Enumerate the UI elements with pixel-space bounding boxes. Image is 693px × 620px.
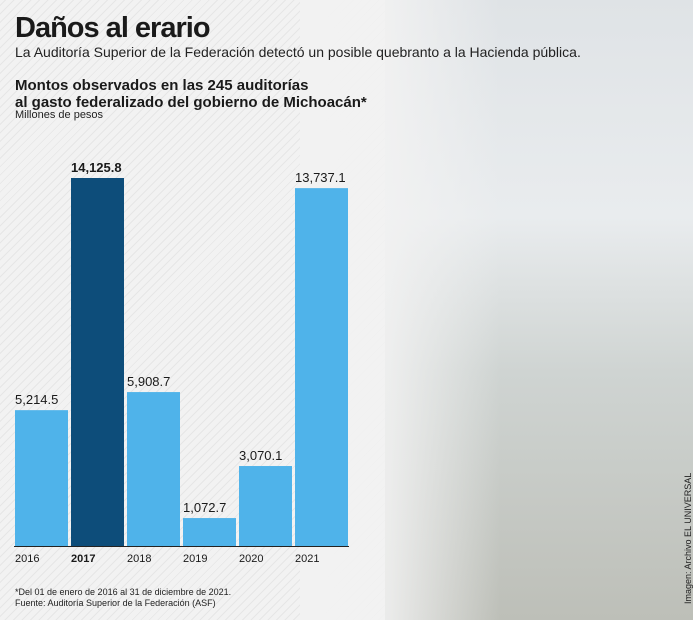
category-label-2020: 2020: [239, 553, 263, 565]
value-label-2020: 3,070.1: [239, 448, 282, 463]
footnote-note: *Del 01 de enero de 2016 al 31 de diciem…: [15, 587, 231, 598]
bar-2021: [295, 188, 348, 546]
value-label-2021: 13,737.1: [295, 170, 346, 185]
footnote: *Del 01 de enero de 2016 al 31 de diciem…: [15, 587, 231, 609]
page-title: Daños al erario: [15, 12, 210, 45]
chart-title-line-1: Montos observados en las 245 auditorías: [15, 77, 375, 94]
category-label-2019: 2019: [183, 553, 207, 565]
chart-units: Millones de pesos: [15, 109, 103, 121]
photo-credit: Imagen: Archivo EL UNIVERSAL: [683, 473, 693, 604]
bar-2020: [239, 466, 292, 546]
bar-2017: [71, 178, 124, 546]
page-subtitle: La Auditoría Superior de la Federación d…: [15, 44, 581, 60]
value-label-2016: 5,214.5: [15, 392, 58, 407]
category-label-2017: 2017: [71, 553, 95, 565]
footnote-source: Fuente: Auditoría Superior de la Federac…: [15, 598, 231, 609]
value-label-2019: 1,072.7: [183, 500, 226, 515]
chart-title: Montos observados en las 245 auditorías …: [15, 77, 375, 111]
value-label-2017: 14,125.8: [71, 160, 122, 175]
value-label-2018: 5,908.7: [127, 374, 170, 389]
category-label-2021: 2021: [295, 553, 319, 565]
bar-2016: [15, 410, 68, 546]
bar-2019: [183, 518, 236, 546]
bar-chart: 5,214.5 2016 14,125.8 2017 5,908.7 2018 1,072.…: [0, 140, 380, 570]
category-label-2018: 2018: [127, 553, 151, 565]
category-label-2016: 2016: [15, 553, 39, 565]
bar-2018: [127, 392, 180, 546]
